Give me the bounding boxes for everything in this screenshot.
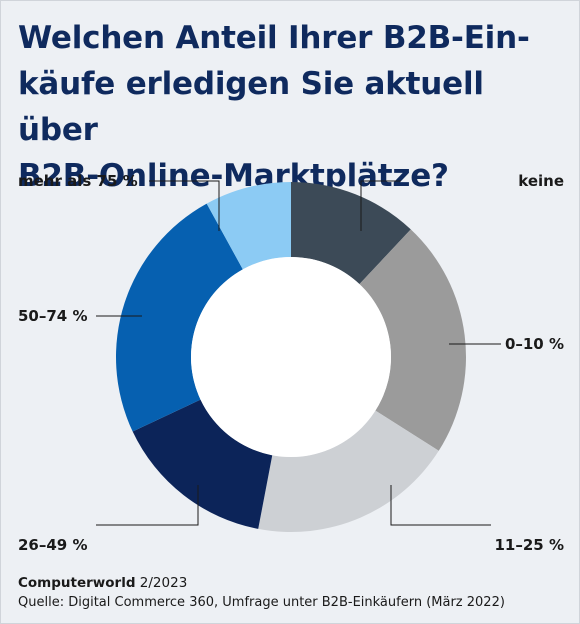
footer: Computerworld 2/2023 Quelle: Digital Com… [18,573,568,612]
title-line-2: käufe erledigen Sie aktuell über [18,66,484,148]
publication-line: Computerworld 2/2023 [18,573,568,593]
chart-slices [116,182,466,532]
slice-label-2: 0–10 % [505,335,564,353]
donut-chart-area: keine 0–10 % 11–25 % 26–49 % 50–74 % mehr als… [1,161,580,571]
leader-line-3 [390,485,491,526]
publication-issue: 2/2023 [139,575,188,591]
title-line-1: Welchen Anteil Ihrer B2B-Ein- [18,20,530,56]
slice-label-5: 50–74 % [18,307,88,325]
slice-label-1: keine [518,172,564,190]
slice-label-4: 26–49 % [18,536,88,554]
title-line-3: B2B-Online-Marktplätze? [18,158,449,194]
slice-4 [132,399,273,529]
donut-chart: keine 0–10 % 11–25 % 26–49 % 50–74 % mehr als… [18,172,564,554]
source-note: Quelle: Digital Commerce 360, Umfrage un… [18,595,505,610]
slice-label-6: mehr als 75 % [18,172,138,190]
slice-1 [291,182,411,285]
chart-labels: keine 0–10 % 11–25 % 26–49 % 50–74 % mehr als… [18,172,564,554]
slice-2 [359,229,466,451]
slice-6 [206,182,291,270]
slice-5 [116,203,243,432]
slice-3 [258,410,439,532]
label-leader-lines [96,180,501,526]
leader-line-1 [360,180,401,231]
leader-line-4 [96,485,199,526]
donut-hole [191,257,391,457]
leader-line-6 [149,180,220,231]
publication-name: Computerworld [18,575,136,591]
slice-label-3: 11–25 % [495,536,565,554]
chart-title: Welchen Anteil Ihrer B2B-Ein- käufe erle… [18,15,558,199]
